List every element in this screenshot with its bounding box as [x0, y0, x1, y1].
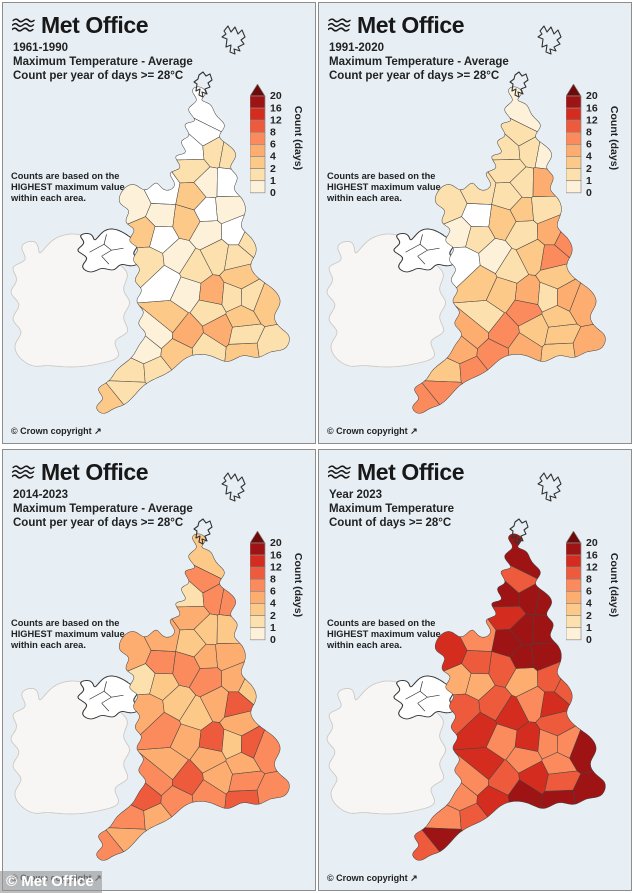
svg-text:4: 4 — [270, 598, 276, 610]
svg-text:0: 0 — [586, 187, 592, 199]
svg-text:6: 6 — [586, 139, 592, 151]
svg-text:8: 8 — [270, 574, 276, 586]
svg-text:6: 6 — [270, 139, 276, 151]
svg-text:4: 4 — [586, 151, 592, 163]
svg-text:12: 12 — [270, 114, 282, 126]
svg-text:12: 12 — [270, 561, 282, 573]
svg-text:8: 8 — [586, 574, 592, 586]
svg-text:16: 16 — [270, 102, 282, 114]
svg-text:12: 12 — [586, 561, 598, 573]
svg-text:20: 20 — [270, 537, 282, 549]
svg-text:4: 4 — [586, 598, 592, 610]
svg-text:2: 2 — [586, 163, 592, 175]
svg-text:1: 1 — [270, 175, 276, 187]
svg-text:20: 20 — [586, 90, 598, 102]
svg-text:2: 2 — [270, 163, 276, 175]
svg-text:Count (days): Count (days) — [608, 106, 620, 170]
svg-text:0: 0 — [270, 187, 276, 199]
svg-text:0: 0 — [586, 634, 592, 646]
svg-text:16: 16 — [586, 102, 598, 114]
svg-text:1: 1 — [586, 175, 592, 187]
svg-text:20: 20 — [586, 537, 598, 549]
svg-text:6: 6 — [586, 586, 592, 598]
svg-text:6: 6 — [270, 586, 276, 598]
svg-text:12: 12 — [586, 114, 598, 126]
svg-text:4: 4 — [270, 151, 276, 163]
svg-text:8: 8 — [586, 127, 592, 139]
svg-text:Count (days): Count (days) — [292, 553, 304, 617]
svg-text:Count (days): Count (days) — [292, 106, 304, 170]
svg-text:0: 0 — [270, 634, 276, 646]
svg-text:1: 1 — [586, 622, 592, 634]
svg-text:2: 2 — [586, 610, 592, 622]
svg-text:16: 16 — [586, 549, 598, 561]
svg-text:1: 1 — [270, 622, 276, 634]
svg-text:2: 2 — [270, 610, 276, 622]
svg-text:8: 8 — [270, 127, 276, 139]
svg-text:16: 16 — [270, 549, 282, 561]
svg-text:Count (days): Count (days) — [608, 553, 620, 617]
svg-text:20: 20 — [270, 90, 282, 102]
